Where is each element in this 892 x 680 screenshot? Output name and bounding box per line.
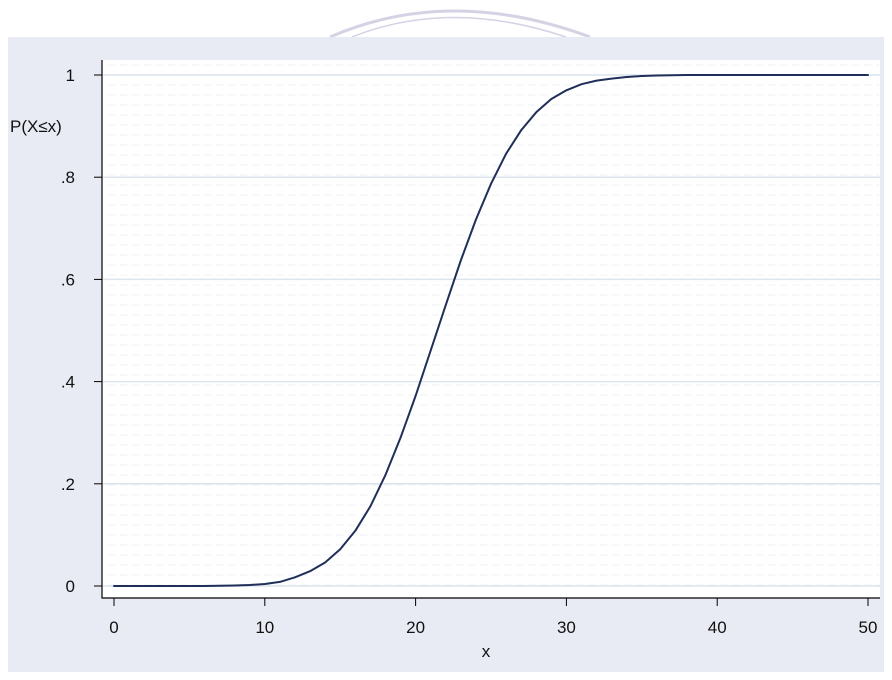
y-tick-label: .2 — [61, 475, 75, 494]
y-tick-label: .6 — [61, 270, 75, 289]
x-tick-label: 50 — [859, 618, 878, 637]
y-tick-label: 1 — [66, 66, 75, 85]
y-axis-title: P(X≤x) — [10, 117, 62, 136]
x-tick-label: 30 — [557, 618, 576, 637]
y-tick-label: .8 — [61, 168, 75, 187]
x-tick-label: 20 — [406, 618, 425, 637]
x-axis-title: x — [482, 642, 491, 661]
y-tick-label: .4 — [61, 373, 75, 392]
series-group — [113, 74, 869, 587]
x-axis-ticks: 0 10 20 30 40 50 — [109, 598, 877, 637]
cdf-series-line — [113, 74, 869, 587]
axes — [101, 60, 880, 599]
x-tick-label: 10 — [255, 618, 274, 637]
y-tick-label: 0 — [66, 577, 75, 596]
minor-grid-pattern — [103, 60, 879, 594]
x-tick-label: 0 — [109, 618, 118, 637]
x-tick-label: 40 — [708, 618, 727, 637]
y-axis-ticks: 0 .2 .4 .6 .8 1 — [61, 66, 102, 596]
watermark-seal — [329, 9, 591, 39]
